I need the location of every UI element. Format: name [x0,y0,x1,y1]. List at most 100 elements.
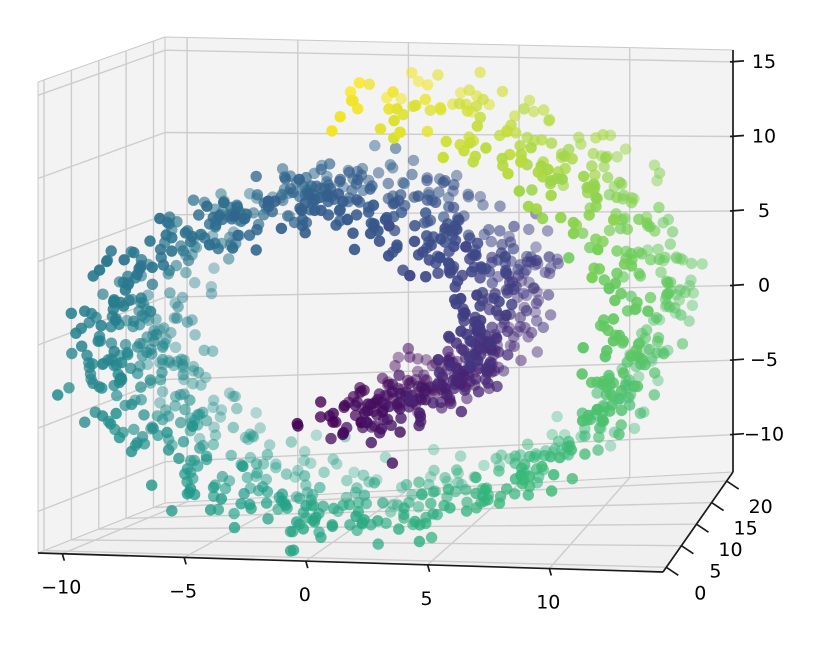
data-point [412,190,424,202]
data-point [567,227,580,240]
data-point [603,282,615,295]
data-point [398,177,410,190]
data-point [543,115,555,127]
data-point [299,445,311,458]
data-point [463,351,475,363]
data-point [613,176,626,188]
x-tick-label-0: −10 [41,577,81,599]
data-point [577,342,589,354]
data-point [545,189,557,202]
data-point [144,235,156,247]
data-point [135,292,147,304]
data-point [592,444,604,456]
data-point [146,479,158,491]
data-point [229,390,241,403]
data-point [299,227,311,239]
data-point [184,483,197,495]
data-point [500,309,512,321]
data-point [347,95,359,107]
data-point [115,374,128,386]
data-point [509,110,521,122]
data-point [171,312,183,324]
data-point [482,494,494,506]
data-point [219,482,232,495]
data-point [519,322,531,334]
data-point [485,235,497,248]
data-point [619,143,632,155]
data-point [518,287,530,300]
data-point [432,267,444,279]
data-point [437,176,449,189]
data-point [391,103,403,115]
data-point [427,486,440,498]
data-point [384,159,397,171]
data-point [227,390,239,402]
data-point [232,229,244,241]
data-point [383,220,395,232]
z-tick-label-3: 5 [758,200,770,222]
data-point [493,465,505,477]
data-point [310,429,323,441]
data-point [325,432,337,445]
data-point [148,335,160,347]
data-point [664,238,676,250]
data-point [174,389,187,401]
data-point [388,114,400,127]
data-point [287,186,299,198]
data-point [496,238,508,251]
data-point [544,451,557,463]
data-point [421,79,434,91]
data-point [343,498,356,511]
data-point [119,284,132,296]
data-point [460,505,473,517]
data-point [308,516,321,528]
data-point [239,212,251,225]
data-point [186,420,199,432]
data-point [474,272,486,284]
data-point [451,374,463,386]
data-point [642,305,654,317]
data-point [625,196,638,209]
data-point [395,412,407,424]
data-point [372,515,384,527]
data-point [598,161,610,173]
data-point [590,191,602,204]
data-point [542,289,555,301]
y-tick-label-0: 0 [694,582,706,604]
data-point [536,460,548,473]
data-point [621,223,633,235]
data-point [231,402,243,415]
data-point [417,246,429,258]
x-tick-label-2: 0 [299,584,311,606]
data-point [464,360,476,373]
data-point [616,384,628,397]
data-point [289,471,301,483]
data-point [365,436,377,449]
data-point [315,396,327,408]
data-point [358,489,371,501]
data-point [493,295,505,308]
data-point [413,407,426,419]
data-point [541,225,554,237]
data-point [471,120,483,132]
data-point [530,297,543,310]
data-point [349,399,362,411]
data-point [364,227,377,240]
data-point [674,284,686,296]
data-point [180,266,192,279]
z-tick-label-4: 10 [752,126,776,148]
data-point [508,283,520,295]
data-point [462,191,475,203]
data-point [364,183,376,195]
data-point [125,398,138,411]
data-point [593,431,605,443]
data-point [406,67,418,79]
data-point [425,239,437,251]
data-point [429,196,442,208]
data-point [597,235,609,248]
data-point [337,426,350,439]
data-point [131,437,143,449]
data-point [105,245,117,257]
data-point [205,281,217,293]
data-point [192,366,205,378]
